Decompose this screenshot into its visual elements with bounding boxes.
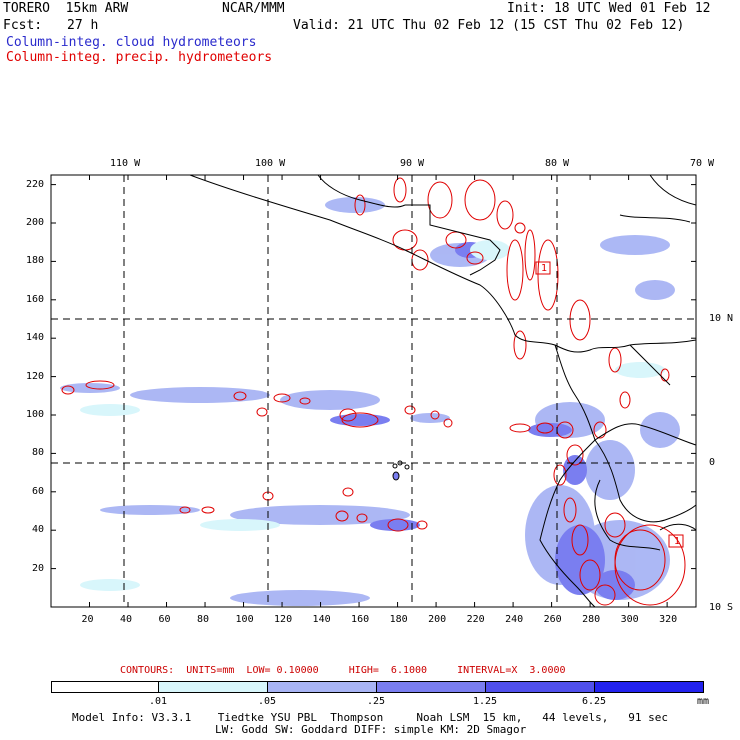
legend-precip-hydrometeors: Column-integ. precip. hydrometeors xyxy=(6,50,273,65)
contour-value-label: 1 xyxy=(541,263,548,274)
x-tick-label: 300 xyxy=(620,614,639,625)
x-tick-label: 280 xyxy=(582,614,601,625)
lon-label: 90 W xyxy=(400,158,425,169)
x-tick-label: 40 xyxy=(120,614,133,625)
model-title: TORERO 15km ARW xyxy=(3,1,129,16)
x-tick-label: 160 xyxy=(351,614,370,625)
valid-time: Valid: 21 UTC Thu 02 Feb 12 (15 CST Thu … xyxy=(293,18,685,33)
y-tick-label: 20 xyxy=(32,562,45,574)
x-tick-label: 260 xyxy=(543,614,562,625)
colorbar-tick: 1.25 xyxy=(472,696,498,707)
lat-lon-grid xyxy=(51,175,696,607)
y-tick-label: 200 xyxy=(26,217,45,228)
lon-label: 110 W xyxy=(110,158,141,169)
colorbar-swatch xyxy=(158,681,268,693)
y-tick-label: 160 xyxy=(26,293,45,305)
cloud-shading-light xyxy=(80,240,665,591)
colorbar-swatch xyxy=(376,681,486,693)
forecast-hour: 27 h xyxy=(67,18,99,33)
y-tick-label: 80 xyxy=(32,447,45,459)
colorbar-swatch xyxy=(267,681,377,693)
x-tick-label: 100 xyxy=(235,614,254,625)
galapagos-islands xyxy=(392,460,410,481)
contour-label-box-2 xyxy=(668,534,684,548)
x-tick-label: 180 xyxy=(389,614,408,625)
map-frame xyxy=(50,174,697,608)
y-tick-label: 140 xyxy=(26,332,45,344)
lon-label: 70 W xyxy=(690,158,715,169)
colorbar-tick: 6.25 xyxy=(581,696,607,707)
cloud-shading xyxy=(60,197,680,606)
x-tick-label: 200 xyxy=(428,614,447,625)
y-tick-label: 60 xyxy=(32,485,45,497)
y-tick-label: 180 xyxy=(26,255,45,267)
x-tick-label: 80 xyxy=(197,614,210,625)
lat-label: 0 xyxy=(709,457,716,468)
lon-label: 100 W xyxy=(255,158,286,169)
colorbar-tick: .01 xyxy=(148,696,168,707)
lat-label: 10 N xyxy=(709,313,734,324)
contour-label-box-1 xyxy=(535,261,551,275)
x-tick-label: 120 xyxy=(274,614,293,625)
forecast-label: Fcst: xyxy=(3,18,43,33)
model-info-line2: LW: Godd SW: Goddard DIFF: simple KM: 2D… xyxy=(215,723,527,736)
lat-label: 10 S xyxy=(709,602,734,613)
axis-ticks xyxy=(51,175,696,607)
init-time: Init: 18 UTC Wed 01 Feb 12 xyxy=(507,1,711,16)
contour-value-label: 1 xyxy=(674,536,681,547)
precip-contours xyxy=(61,177,686,606)
y-tick-label: 40 xyxy=(32,524,45,536)
y-tick-label: 100 xyxy=(26,409,45,420)
x-tick-label: 140 xyxy=(312,614,331,625)
contour-info: CONTOURS: UNITS=mm LOW= 0.10000 HIGH= 6.… xyxy=(120,665,566,676)
x-tick-label: 20 xyxy=(81,614,94,625)
x-tick-label: 60 xyxy=(158,614,171,625)
x-tick-label: 220 xyxy=(466,614,485,625)
y-tick-label: 120 xyxy=(26,370,45,382)
map-field xyxy=(60,175,696,607)
colorbar-swatch xyxy=(594,681,704,693)
model-info-line1: Model Info: V3.3.1 Tiedtke YSU PBL Thomp… xyxy=(72,711,669,724)
x-tick-label: 240 xyxy=(505,614,524,625)
colorbar-tick: .05 xyxy=(257,696,277,707)
y-tick-label: 220 xyxy=(26,178,45,190)
org-label: NCAR/MMM xyxy=(222,1,285,16)
colorbar-unit: mm xyxy=(696,696,710,707)
colorbar-swatch xyxy=(51,681,159,693)
colorbar-swatch xyxy=(485,681,595,693)
colorbar-tick: .25 xyxy=(366,696,386,707)
legend-cloud-hydrometeors: Column-integ. cloud hydrometeors xyxy=(6,35,257,50)
lon-label: 80 W xyxy=(545,158,570,169)
x-tick-label: 320 xyxy=(659,614,678,625)
